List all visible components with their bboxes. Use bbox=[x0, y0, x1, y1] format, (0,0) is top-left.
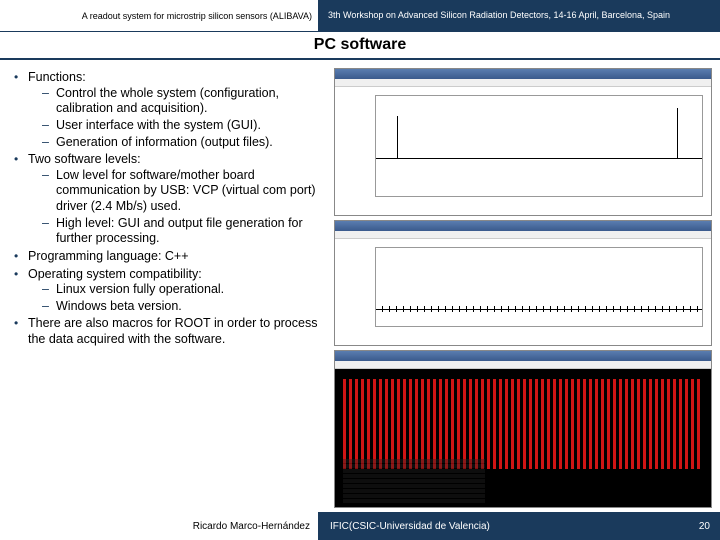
bullet-item: Two software levels: Low level for softwa… bbox=[14, 152, 322, 247]
sub-bullet-item: Low level for software/mother board comm… bbox=[42, 168, 322, 215]
sub-bullet-item: High level: GUI and output file generati… bbox=[42, 216, 322, 247]
sub-bullet-item: Linux version fully operational. bbox=[42, 282, 322, 298]
header-right-event: 3th Workshop on Advanced Silicon Radiati… bbox=[320, 0, 720, 31]
bullet-text: Programming language: C++ bbox=[28, 249, 189, 263]
sub-bullet-item: Windows beta version. bbox=[42, 299, 322, 315]
text-column: Functions: Control the whole system (conf… bbox=[0, 60, 330, 508]
sub-bullet-item: Control the whole system (configuration,… bbox=[42, 86, 322, 117]
screenshot-gui-1 bbox=[334, 68, 712, 216]
footer-affiliation: IFIC(CSIC-Universidad de Valencia) bbox=[330, 521, 490, 532]
bullet-text: There are also macros for ROOT in order … bbox=[28, 316, 317, 346]
footer-right: IFIC(CSIC-Universidad de Valencia) 20 bbox=[320, 512, 720, 540]
slide-header: A readout system for microstrip silicon … bbox=[0, 0, 720, 32]
bullet-item: Functions: Control the whole system (conf… bbox=[14, 70, 322, 150]
image-column bbox=[330, 60, 720, 508]
bullet-item: There are also macros for ROOT in order … bbox=[14, 316, 322, 347]
slide-title: PC software bbox=[0, 32, 720, 60]
bullet-item: Operating system compatibility:Linux ver… bbox=[14, 267, 322, 315]
slide-footer: Ricardo Marco-Hernández IFIC(CSIC-Univer… bbox=[0, 512, 720, 540]
footer-author: Ricardo Marco-Hernández bbox=[0, 512, 320, 540]
header-left-title: A readout system for microstrip silicon … bbox=[0, 0, 320, 31]
footer-page-number: 20 bbox=[699, 521, 710, 532]
bullet-text: Functions: bbox=[28, 70, 86, 84]
sub-bullet-item: Generation of information (output files)… bbox=[42, 135, 322, 151]
bullet-text: Operating system compatibility: bbox=[28, 267, 202, 281]
bullet-item: Programming language: C++ bbox=[14, 249, 322, 265]
screenshot-gui-2 bbox=[334, 220, 712, 346]
bullet-text: Two software levels: bbox=[28, 152, 141, 166]
slide-content: Functions: Control the whole system (conf… bbox=[0, 60, 720, 508]
sub-bullet-item: User interface with the system (GUI). bbox=[42, 118, 322, 134]
screenshot-oscilloscope bbox=[334, 350, 712, 508]
